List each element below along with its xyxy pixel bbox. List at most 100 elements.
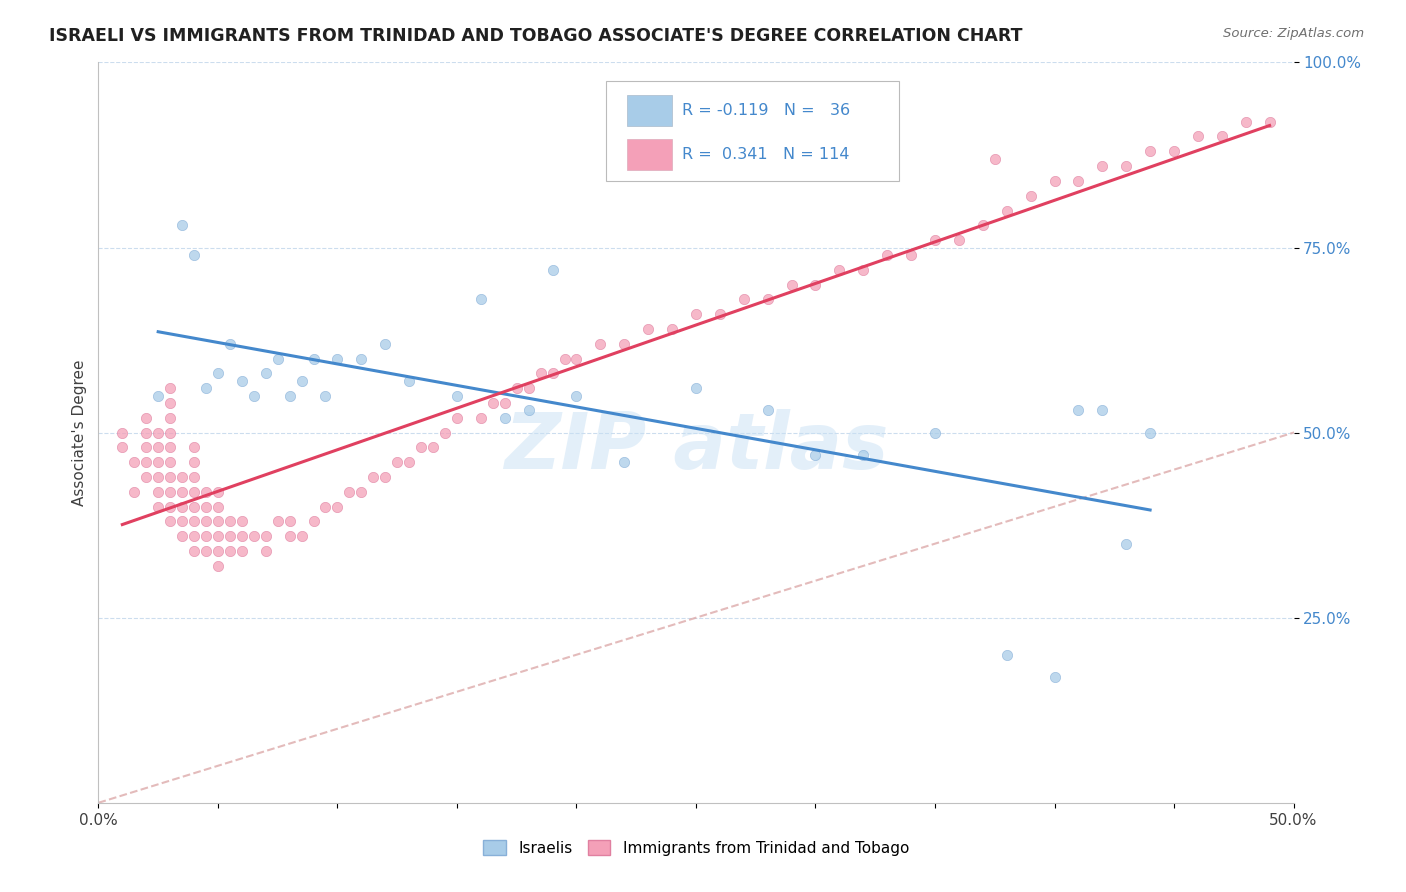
Point: [195, 529, 218, 543]
Point: [183, 441, 205, 455]
Point: [661, 322, 683, 336]
Point: [350, 351, 373, 366]
Point: [148, 455, 170, 469]
Point: [195, 515, 218, 529]
Point: [565, 388, 588, 402]
Point: [924, 233, 946, 247]
Point: [231, 515, 253, 529]
Point: [876, 248, 898, 262]
Point: [339, 484, 361, 499]
Point: [1043, 174, 1066, 188]
Point: [398, 455, 420, 469]
Point: [481, 396, 505, 410]
Text: R = -0.119   N =   36: R = -0.119 N = 36: [682, 103, 849, 119]
Point: [326, 351, 349, 366]
Y-axis label: Associate's Degree: Associate's Degree: [72, 359, 87, 506]
Point: [159, 425, 181, 440]
Point: [1163, 145, 1185, 159]
Point: [315, 500, 337, 514]
Point: [709, 307, 731, 321]
Text: ISRAELI VS IMMIGRANTS FROM TRINIDAD AND TOBAGO ASSOCIATE'S DEGREE CORRELATION CH: ISRAELI VS IMMIGRANTS FROM TRINIDAD AND …: [49, 27, 1022, 45]
Point: [159, 441, 181, 455]
Point: [148, 500, 170, 514]
Point: [159, 484, 181, 499]
Point: [172, 515, 194, 529]
Point: [1067, 174, 1090, 188]
Point: [195, 500, 218, 514]
Point: [1234, 114, 1257, 128]
Point: [183, 529, 205, 543]
Point: [183, 455, 205, 469]
Point: [111, 441, 134, 455]
Point: [135, 470, 157, 484]
Text: Source: ZipAtlas.com: Source: ZipAtlas.com: [1223, 27, 1364, 40]
Point: [302, 515, 325, 529]
Point: [541, 262, 564, 277]
Point: [1067, 403, 1090, 417]
Point: [254, 529, 277, 543]
Point: [446, 388, 468, 402]
Point: [267, 351, 290, 366]
Point: [1115, 536, 1137, 550]
Point: [995, 648, 1018, 662]
Point: [278, 388, 301, 402]
Point: [159, 515, 181, 529]
Point: [207, 558, 229, 573]
Point: [231, 374, 253, 388]
Point: [243, 388, 266, 402]
Point: [148, 441, 170, 455]
Point: [1091, 403, 1114, 417]
Point: [183, 500, 205, 514]
Point: [159, 470, 181, 484]
Point: [135, 410, 157, 425]
Point: [613, 336, 636, 351]
Point: [135, 425, 157, 440]
Point: [613, 455, 636, 469]
Point: [470, 293, 492, 307]
Point: [398, 374, 420, 388]
Point: [494, 396, 516, 410]
Point: [1019, 188, 1042, 202]
Text: R =  0.341   N = 114: R = 0.341 N = 114: [682, 147, 849, 161]
Point: [159, 396, 181, 410]
Point: [1139, 145, 1161, 159]
Legend: Israelis, Immigrants from Trinidad and Tobago: Israelis, Immigrants from Trinidad and T…: [477, 834, 915, 862]
Point: [231, 529, 253, 543]
Point: [422, 441, 444, 455]
Point: [804, 448, 827, 462]
Point: [494, 410, 516, 425]
Point: [470, 410, 492, 425]
Point: [291, 529, 314, 543]
Point: [219, 336, 242, 351]
Text: ZIP atlas: ZIP atlas: [503, 409, 889, 485]
Point: [900, 248, 922, 262]
Point: [159, 500, 181, 514]
Point: [183, 515, 205, 529]
Point: [111, 425, 134, 440]
Point: [948, 233, 970, 247]
Point: [637, 322, 659, 336]
Point: [434, 425, 457, 440]
Point: [219, 544, 242, 558]
Point: [385, 455, 409, 469]
Point: [219, 529, 242, 543]
Point: [207, 529, 229, 543]
Point: [159, 410, 181, 425]
Point: [852, 262, 875, 277]
Point: [219, 515, 242, 529]
Point: [243, 529, 266, 543]
Point: [756, 293, 779, 307]
Point: [124, 455, 146, 469]
Point: [159, 455, 181, 469]
Point: [1091, 159, 1114, 173]
Point: [828, 262, 851, 277]
Point: [733, 293, 755, 307]
FancyBboxPatch shape: [627, 95, 672, 127]
Point: [172, 500, 194, 514]
FancyBboxPatch shape: [606, 81, 900, 181]
Point: [195, 381, 218, 395]
Point: [1258, 114, 1281, 128]
Point: [231, 544, 253, 558]
Point: [685, 307, 707, 321]
Point: [207, 515, 229, 529]
